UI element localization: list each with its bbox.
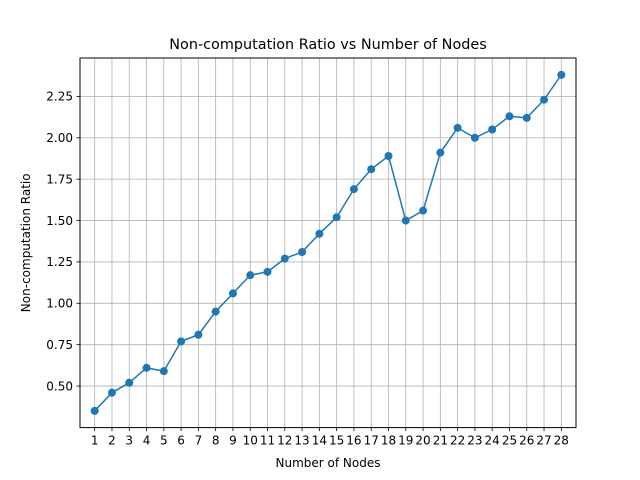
y-tick-label: 0.50	[46, 379, 73, 393]
x-tick-label: 15	[329, 434, 344, 448]
x-tick-label: 27	[536, 434, 551, 448]
data-point	[436, 148, 445, 157]
y-tick-label: 1.75	[46, 172, 73, 186]
data-point	[332, 213, 341, 222]
data-point	[540, 95, 549, 104]
y-tick-label: 2.00	[46, 131, 73, 145]
data-point	[488, 125, 497, 134]
data-point	[470, 133, 479, 142]
x-tick-label: 20	[415, 434, 430, 448]
data-point	[107, 388, 116, 397]
x-tick-label: 19	[398, 434, 413, 448]
x-tick-label: 18	[381, 434, 396, 448]
y-tick-label: 1.50	[46, 214, 73, 228]
data-point	[159, 367, 168, 376]
x-tick-label: 17	[364, 434, 379, 448]
x-tick-label: 2	[108, 434, 116, 448]
data-point	[453, 123, 462, 132]
x-tick-label: 28	[554, 434, 569, 448]
series-layer	[90, 70, 566, 415]
data-point	[401, 216, 410, 225]
x-tick-label: 12	[277, 434, 292, 448]
y-axis-ticks: 0.50 0.75 1.00 1.25 1.50 1.75 2.00 2.25	[46, 90, 80, 393]
x-tick-label: 10	[243, 434, 258, 448]
x-tick-label: 8	[212, 434, 220, 448]
data-point	[419, 206, 428, 215]
data-point	[177, 337, 186, 346]
series-line	[94, 74, 562, 412]
plot-area-frame	[79, 57, 577, 429]
y-tick-label: 0.75	[46, 338, 73, 352]
data-point	[194, 330, 203, 339]
data-point	[263, 267, 272, 276]
data-point	[246, 271, 255, 280]
data-point	[142, 363, 151, 372]
data-point	[125, 378, 134, 387]
data-point	[367, 165, 376, 174]
x-tick-label: 21	[433, 434, 448, 448]
data-point	[557, 70, 566, 79]
x-tick-label: 22	[450, 434, 465, 448]
x-tick-label: 7	[195, 434, 203, 448]
x-tick-label: 4	[143, 434, 151, 448]
data-point	[298, 247, 307, 256]
chart-title: Non-computation Ratio vs Number of Nodes	[169, 37, 486, 53]
y-tick-label: 2.25	[46, 90, 73, 104]
x-tick-label: 23	[467, 434, 482, 448]
data-point	[349, 185, 358, 194]
data-point	[315, 229, 324, 238]
data-point	[228, 289, 237, 298]
x-tick-label: 9	[229, 434, 237, 448]
data-point	[280, 254, 289, 263]
data-point	[505, 112, 514, 121]
x-tick-label: 11	[260, 434, 275, 448]
y-tick-label: 1.25	[46, 255, 73, 269]
x-tick-label: 3	[125, 434, 133, 448]
data-point	[90, 406, 99, 415]
x-axis-ticks: 1 2 3 4 5 6 7 8 9 10 11 12 13 14 15 16 17 18 19 20 21 22 23 24 2…	[91, 427, 569, 448]
x-tick-label: 24	[485, 434, 500, 448]
y-axis-label: Non-computation Ratio	[19, 173, 33, 312]
data-point	[384, 151, 393, 160]
data-point	[522, 113, 531, 122]
x-tick-label: 5	[160, 434, 168, 448]
x-tick-label: 25	[502, 434, 517, 448]
x-tick-label: 14	[312, 434, 327, 448]
x-axis-label: Number of Nodes	[276, 456, 381, 470]
x-tick-label: 13	[294, 434, 309, 448]
data-point	[211, 307, 220, 316]
x-tick-label: 6	[177, 434, 185, 448]
x-tick-label: 16	[346, 434, 361, 448]
x-tick-label: 26	[519, 434, 534, 448]
grid	[80, 58, 576, 428]
x-tick-label: 1	[91, 434, 99, 448]
y-tick-label: 1.00	[46, 297, 73, 311]
